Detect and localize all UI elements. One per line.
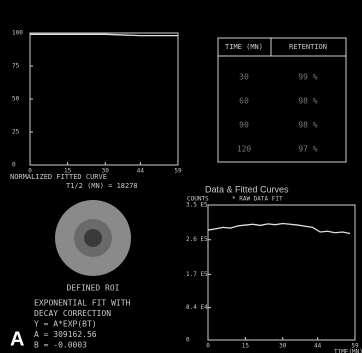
y-tick-label: 0	[186, 337, 190, 344]
table-header: TIME (MN)	[225, 43, 263, 51]
x-tick-label: 30	[279, 343, 287, 350]
chart-subtitle: T1/2 (MN) = 18278	[66, 182, 138, 190]
roi-label: DEFINED ROI	[67, 284, 120, 293]
x-tick-label: 59	[174, 168, 182, 175]
fit-text: A = 309162.56	[34, 330, 97, 339]
chart-title: NORMALIZED FITTED CURVE	[10, 173, 107, 181]
x-tick-label: 44	[314, 343, 322, 350]
fit-text: Y = A*EXP(BT)	[34, 320, 97, 329]
y-tick-label: 75	[12, 63, 20, 70]
y-axis-label: COUNTS	[187, 196, 209, 203]
x-tick-label: 0	[206, 343, 210, 350]
y-tick-label: 2.6 E5	[186, 236, 208, 243]
panel-label: A	[10, 328, 24, 350]
annotation: * RAW DATA FIT	[232, 196, 283, 203]
table-cell: 120	[237, 145, 252, 154]
y-tick-label: 8.4 E4	[186, 304, 208, 311]
table-cell: 90	[239, 121, 249, 130]
table-cell: 30	[239, 73, 249, 82]
fit-text: B = -0.0003	[34, 341, 87, 350]
table-cell: 60	[239, 97, 249, 106]
roi-core	[84, 229, 102, 247]
table-cell: 97 %	[298, 145, 317, 154]
chart-title: Data & Fitted Curves	[205, 184, 289, 194]
y-tick-label: 1.7 E5	[186, 271, 208, 278]
y-tick-label: 50	[12, 96, 20, 103]
y-tick-label: 3.5 E5	[186, 202, 208, 209]
x-tick-label: 44	[137, 168, 145, 175]
table-header: RETENTION	[289, 43, 327, 51]
y-tick-label: 100	[12, 30, 23, 37]
table-cell: 99 %	[298, 73, 317, 82]
x-tick-label: 15	[242, 343, 250, 350]
y-tick-label: 25	[12, 129, 20, 136]
x-axis-label: TIME(MN)	[334, 349, 362, 353]
fit-text: EXPONENTIAL FIT WITH	[34, 299, 131, 308]
table-cell: 98 %	[298, 121, 317, 130]
fit-text: DECAY CORRECTION	[34, 309, 111, 318]
screenshot: DEFINED ROI A TIME (MN) RETENTION 30 99 % 60…	[0, 0, 362, 353]
table-cell: 98 %	[298, 97, 317, 106]
y-tick-label: 0	[12, 162, 16, 169]
